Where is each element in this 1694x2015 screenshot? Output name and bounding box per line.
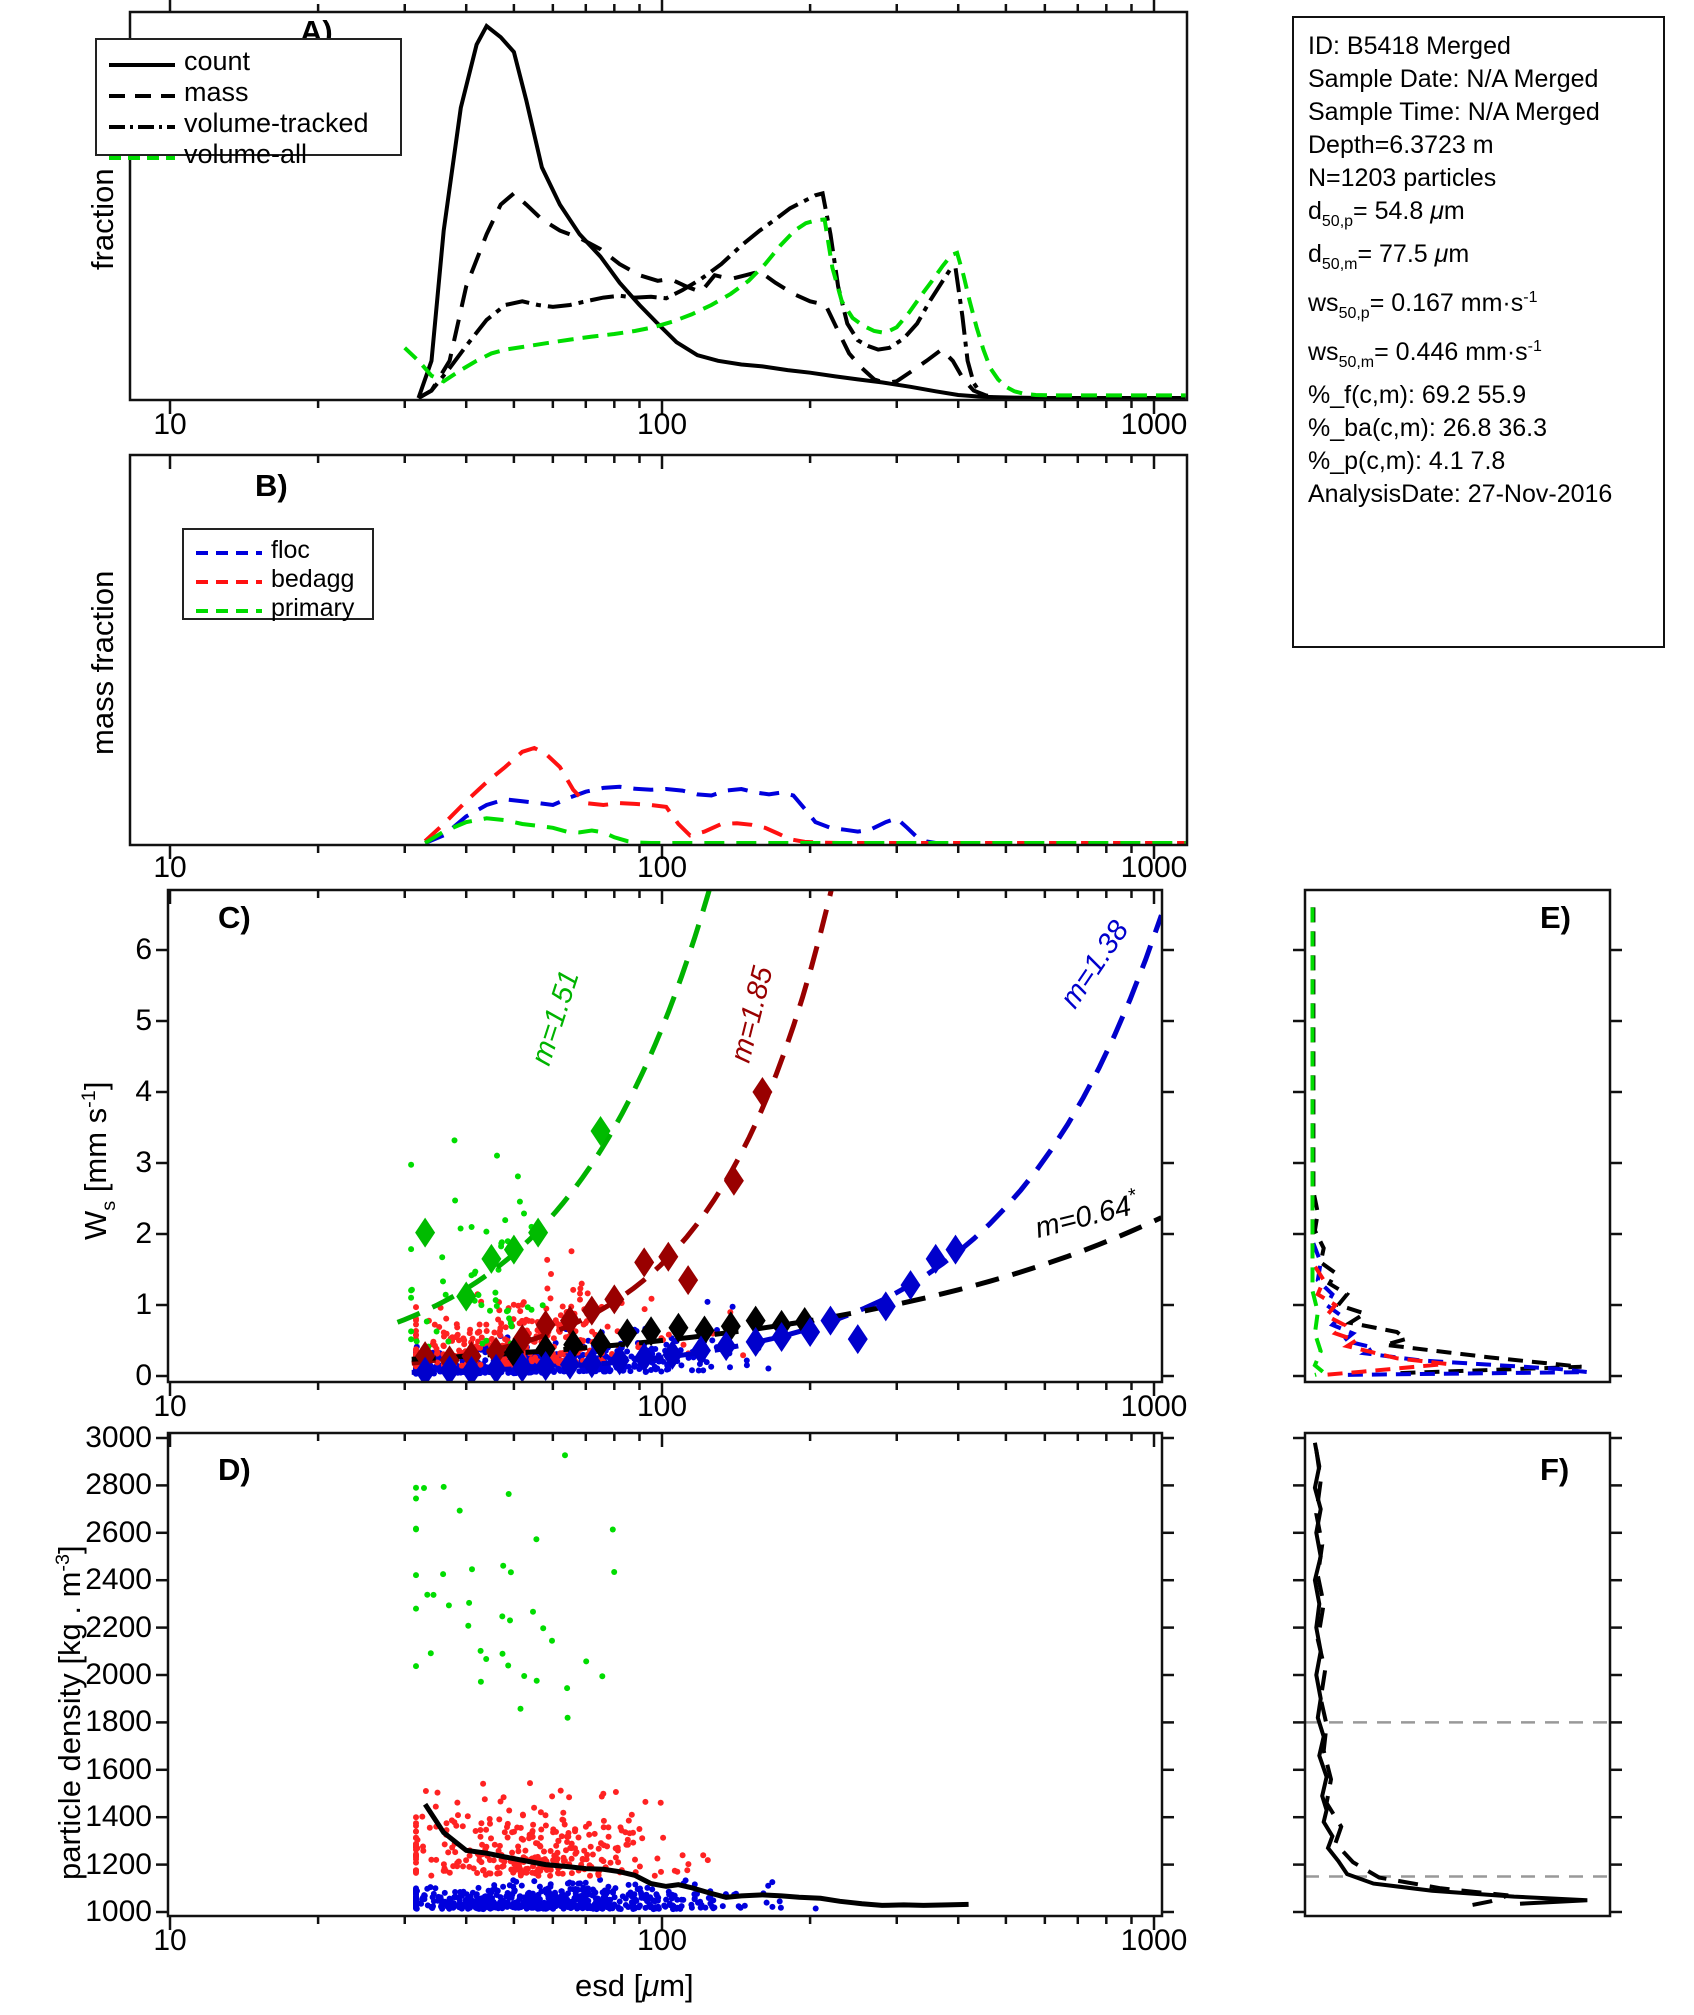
panel-label-f: F) [1540,1452,1570,1487]
legend-item: volume-all [109,139,390,170]
info-line: %_ba(c,m): 26.8 36.3 [1308,414,1548,443]
x-tick-label: 100 [636,851,688,884]
panel-f-frame [1303,1431,1612,1918]
info-line: Depth=6.3723 m [1308,131,1494,159]
info-line: ID: B5418 Merged [1308,32,1511,60]
x-tick-label: 1000 [1120,1924,1188,1957]
x-axis-label-esd: esd [μm] [575,1968,694,2003]
y-tick-label: 2800 [85,1468,152,1502]
y-tick-label: 2200 [85,1610,152,1644]
panel-label-d: D) [218,1452,251,1487]
axis-ticks [156,0,1622,1930]
legend-item: mass [109,77,390,108]
legend-item: volume-tracked [109,108,390,139]
legend-panel-a: count mass volume-tracked volume-all [95,38,402,169]
panel-label-c: C) [218,900,251,935]
y-tick-label: 3 [135,1146,152,1179]
y-tick-label: 1600 [85,1752,152,1786]
y-tick-label: 1 [135,1288,152,1321]
y-tick-label: 2400 [85,1563,152,1597]
panel-b-frame [128,453,1189,847]
legend-line-sample [109,108,175,139]
x-tick-label: 10 [153,1390,187,1423]
legend-item: count [109,46,390,77]
panel-d-frame [166,1431,1164,1918]
x-tick-label: 10 [153,408,187,441]
panel-c-fit-curves: m=1.51 m=1.85 m=1.38m=0.64* [396,891,1161,1375]
legend-line-sample [109,46,175,77]
y-tick-label: 0 [135,1359,152,1392]
panel-a-frame [128,10,1189,402]
x-tick-label: 10 [153,1924,187,1957]
y-tick-label: 5 [135,1004,152,1037]
legend-line-sample [196,565,262,594]
y-axis-label-mass-fraction: mass fraction [85,570,120,755]
y-axis-label-density: particle density [kg . m-3] [52,1545,87,1880]
y-tick-label: 1800 [85,1705,152,1739]
info-line: Sample Time: N/A Merged [1308,98,1600,126]
x-tick-label: 100 [636,1924,688,1957]
x-tick-label: 1000 [1120,408,1188,441]
x-tick-label: 100 [636,408,688,441]
y-tick-label: 2600 [85,1515,152,1549]
panel-label-e: E) [1540,900,1571,935]
legend-line-sample [196,536,262,565]
panel-c-diamonds [415,1077,966,1381]
info-line: ws50,p= 0.167 mm·s-1 [1308,289,1538,323]
sample-info-box: ID: B5418 Merged Sample Date: N/A Merged S… [1292,16,1665,648]
y-axis-label-ws: Ws [mm s-1] [78,1081,120,1240]
panel-c-frame [166,888,1164,1384]
y-tick-label: 2000 [85,1658,152,1691]
legend-label: bedagg [271,565,355,593]
y-tick-label: 3000 [85,1421,152,1454]
info-line: d50,m= 77.5 μm [1308,240,1470,274]
x-tick-label: 100 [636,1390,688,1423]
y-tick-label: 1400 [85,1800,152,1834]
info-line: %_p(c,m): 4.1 7.8 [1308,447,1506,476]
legend-item: floc [196,536,362,565]
legend-line-sample [109,139,175,170]
panel-d-median-line [423,1802,969,1908]
panel-b-curves [423,745,1186,844]
fit-label-floc: m=1.38 [1054,915,1135,1014]
legend-label: volume-all [184,139,308,169]
panel-e-frame [1303,888,1612,1384]
panel-d-scatter [413,1452,819,1913]
legend-label: primary [271,594,355,622]
y-tick-label: 4 [135,1075,152,1108]
y-tick-label: 1200 [85,1847,152,1881]
y-tick-label: 6 [135,933,152,966]
panel-a-curves [403,22,1186,399]
y-axis-label-fraction: fraction [85,168,120,270]
x-tick-label: 10 [153,851,187,884]
y-tick-label: 2 [135,1217,152,1250]
info-line: ws50,m= 0.446 mm·s-1 [1308,338,1542,372]
x-tick-label: 1000 [1120,1390,1188,1423]
info-line: N=1203 particles [1308,164,1497,192]
panel-f-curves [1305,1442,1610,1908]
fit-label-primary: m=1.51 [525,967,586,1070]
legend-label: floc [271,536,310,564]
legend-label: mass [184,77,249,107]
info-line: d50,p= 54.8 μm [1308,197,1465,231]
info-line: Sample Date: N/A Merged [1308,65,1599,93]
legend-item: bedagg [196,565,362,594]
legend-line-sample [196,594,262,623]
info-line: %_f(c,m): 69.2 55.9 [1308,381,1527,410]
legend-label: count [184,46,251,76]
legend-line-sample [109,77,175,108]
x-tick-label: 1000 [1120,851,1188,884]
panel-e-curves [1310,907,1588,1377]
legend-label: volume-tracked [184,108,369,138]
panel-label-b: B) [255,468,288,503]
fit-label-bedagg: m=1.85 [725,962,780,1065]
legend-panel-b: floc bedagg primary [182,528,374,623]
y-tick-label: 1000 [85,1895,152,1928]
legend-item: primary [196,594,362,623]
info-line: AnalysisDate: 27-Nov-2016 [1308,480,1613,509]
